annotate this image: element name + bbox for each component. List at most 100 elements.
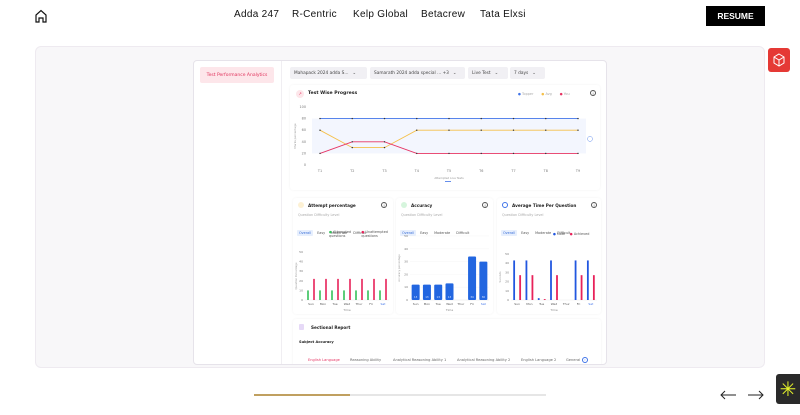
bar [307, 290, 309, 300]
bar [543, 299, 546, 300]
subject-tab[interactable]: English Language 2 [521, 358, 557, 362]
y-tick-label: 20 [505, 280, 509, 284]
x-tick-label: T8 [543, 169, 548, 173]
bar [373, 278, 375, 300]
scroll-right-icon[interactable]: › [582, 357, 588, 363]
subject-tab[interactable]: Analytical Reasoning Ability 1 [393, 358, 447, 362]
dashboard-screenshot: Test Performance Analytics Mahapack 2024… [193, 60, 607, 365]
bar [355, 290, 357, 300]
x-tick-label: T1 [317, 169, 322, 173]
tab-moderate[interactable]: Moderate [331, 231, 348, 235]
nav-link-r-centric[interactable]: R-Centric [292, 9, 337, 20]
y-tick-label: 20 [404, 272, 408, 276]
chevron-down-icon: ⌄ [352, 70, 357, 76]
subject-tab[interactable]: English Language [308, 358, 340, 362]
clock-icon [502, 202, 508, 208]
data-point [577, 129, 579, 131]
data-point [480, 129, 482, 131]
accuracy-icon [401, 202, 407, 208]
y-tick-label: 10 [404, 285, 408, 289]
data-point [545, 117, 547, 120]
data-point [383, 141, 386, 143]
bar [479, 261, 488, 300]
data-point [416, 152, 418, 155]
tab-difficult[interactable]: Difficult [353, 231, 367, 235]
data-point [383, 146, 386, 149]
tab-easy[interactable]: Easy [317, 231, 326, 235]
data-point [319, 117, 321, 120]
x-tick-label: T3 [381, 169, 386, 173]
plot-band [312, 118, 586, 154]
x-tick-label: T5 [446, 169, 451, 173]
filter-dropdown-4[interactable]: 7 days ⌄ [510, 67, 545, 79]
y-tick-label: 0 [304, 163, 306, 167]
sidebar-item-test-performance[interactable]: Test Performance Analytics [200, 67, 274, 83]
x-tick-label: Mon [320, 302, 326, 306]
tab-difficult[interactable]: Difficult [456, 231, 470, 235]
tab-easy[interactable]: Easy [521, 231, 530, 235]
asterisk-logo-icon[interactable]: ✳ [776, 374, 800, 404]
filter-dropdown-1[interactable]: Mahapack 2024 adda S... ⌄ [290, 67, 367, 79]
home-icon[interactable] [34, 8, 48, 27]
filter-label: Live Test [472, 70, 491, 76]
card-title: Attempt percentage [308, 203, 356, 208]
tab-overall[interactable]: Overall [400, 230, 417, 236]
cube-icon[interactable] [768, 48, 790, 72]
legend-goal: ● Goal [553, 232, 565, 236]
data-point [383, 117, 386, 120]
subject-tab[interactable]: Analytical Reasoning Ability 2 [457, 358, 511, 362]
subject-tab[interactable]: Reasoning Ability [350, 358, 382, 362]
bar [331, 290, 333, 300]
info-icon[interactable]: i [381, 202, 387, 208]
arrow-right-icon[interactable] [747, 387, 765, 406]
tab-overall[interactable]: Overall [297, 230, 314, 236]
nav-link-betacrew[interactable]: Betacrew [421, 9, 466, 20]
data-label: 13 [414, 295, 418, 299]
tab-moderate[interactable]: Moderate [535, 231, 552, 235]
bar [379, 290, 381, 300]
card-subtitle: Subject Accuracy [299, 340, 334, 344]
tab-overall[interactable]: Overall [501, 230, 518, 236]
subject-tabs: English Language Reasoning Ability Analy… [308, 357, 598, 364]
subject-tab[interactable]: General [566, 358, 581, 362]
nav-link-adda247[interactable]: Adda 247 [234, 9, 280, 20]
x-tick-label: Sun [514, 302, 520, 306]
bar [319, 290, 321, 300]
x-tick-label: Sun [413, 302, 419, 306]
report-icon [299, 324, 304, 330]
arrow-left-icon[interactable] [719, 387, 737, 406]
bar [411, 284, 420, 300]
nav-link-tata-elxsi[interactable]: Tata Elxsi [480, 9, 526, 20]
bar [361, 278, 363, 300]
data-label: 30 [482, 295, 486, 299]
line-chart: 0 20 40 60 80 100 T1 T2 T3 T4 T5 T6 T7 T8 T9 Attempted … [293, 105, 593, 182]
bar [531, 275, 534, 300]
info-icon[interactable]: i [482, 202, 488, 208]
legend-you: ● You [559, 92, 570, 96]
x-tick-label: Sun [308, 302, 314, 306]
filter-label: Mahapack 2024 adda S... [294, 70, 349, 76]
bar [325, 278, 327, 300]
y-tick-label: 40 [299, 260, 303, 264]
card-subtitle: Question Difficulty Level [401, 213, 443, 217]
x-tick-label: Mon [424, 302, 430, 306]
info-icon[interactable]: i [591, 202, 597, 208]
filter-dropdown-2[interactable]: Samarath 2024 adda special ... +3 ⌄ [370, 67, 465, 79]
data-point [351, 117, 353, 120]
nav-link-kelp-global[interactable]: Kelp Global [353, 9, 408, 20]
card-title: Accuracy [411, 203, 433, 208]
chevron-down-icon: ⌄ [494, 70, 499, 76]
carousel-progress-track[interactable] [254, 394, 546, 396]
y-tick-label: 40 [302, 140, 306, 144]
resume-button[interactable]: RESUME [706, 6, 765, 26]
x-tick-label: Wed [551, 302, 558, 306]
legend-avg: ● Avg [541, 92, 552, 96]
filter-dropdown-3[interactable]: Live Test ⌄ [468, 67, 508, 79]
info-icon[interactable]: i [590, 90, 596, 96]
progress-icon: ↗ [296, 90, 304, 98]
tab-difficult[interactable]: Difficult [557, 231, 571, 235]
x-tick-label: T7 [510, 169, 515, 173]
tab-easy[interactable]: Easy [420, 231, 429, 235]
tab-moderate[interactable]: Moderate [434, 231, 451, 235]
y-tick-label: 50 [505, 252, 509, 256]
